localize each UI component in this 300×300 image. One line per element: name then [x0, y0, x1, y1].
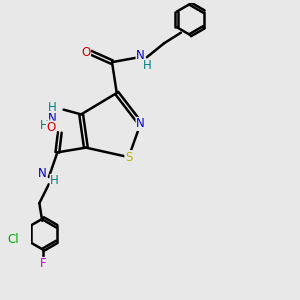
- Text: N: N: [48, 112, 57, 125]
- Text: Cl: Cl: [7, 233, 19, 246]
- Text: N: N: [136, 117, 145, 130]
- Text: O: O: [46, 121, 56, 134]
- Text: H: H: [40, 119, 49, 132]
- Text: S: S: [125, 151, 132, 164]
- Text: F: F: [40, 257, 46, 271]
- Text: N: N: [38, 167, 46, 180]
- Text: N: N: [136, 49, 145, 62]
- Text: O: O: [81, 46, 91, 59]
- Text: H: H: [143, 59, 152, 72]
- Text: H: H: [48, 101, 57, 114]
- Text: H: H: [50, 174, 59, 188]
